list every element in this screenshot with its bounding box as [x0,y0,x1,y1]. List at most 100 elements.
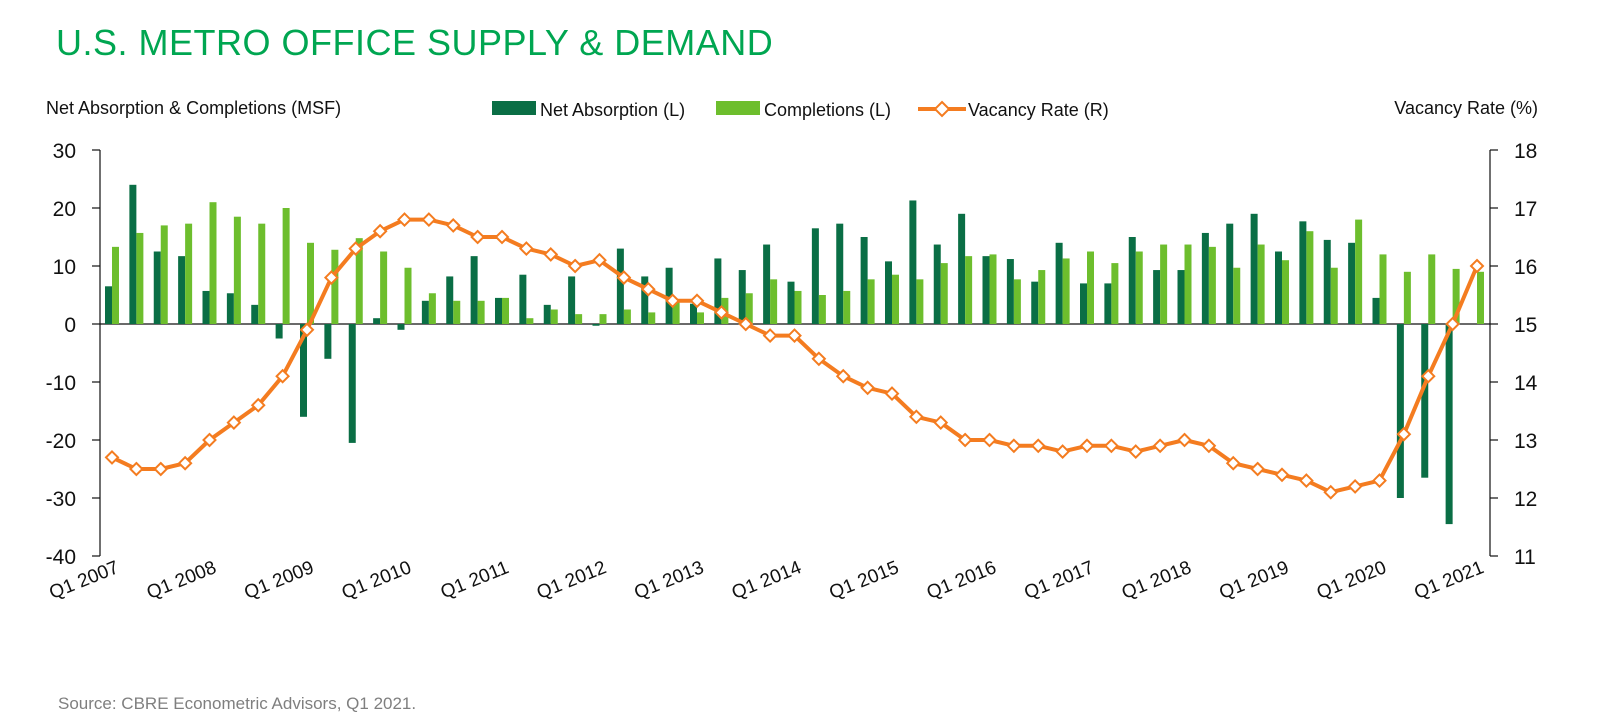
vacancy-rate-point [445,217,461,233]
completions-bar [307,242,314,324]
vacancy-rate-point [1201,438,1217,454]
vacancy-rate-point [1079,438,1095,454]
net-absorption-bar [641,276,649,324]
left-axis-tick-label: 20 [53,198,76,221]
completions-bar [1379,254,1387,324]
net-absorption-bar [1055,242,1063,324]
net-absorption-bar [860,237,868,324]
vacancy-rate-point [1274,467,1290,483]
vacancy-rate-point [762,328,778,344]
x-tick-label: Q1 2011 [438,557,512,603]
x-tick-label: Q1 2012 [534,557,609,604]
net-absorption-bar [616,248,624,324]
vacancy-rate-point [153,461,169,477]
net-absorption-bar [811,228,819,324]
right-axis-tick-label: 18 [1514,140,1537,163]
net-absorption-bar [300,324,307,417]
x-tick-label: Q1 2010 [339,557,414,604]
completions-bar [453,300,461,324]
vacancy-rate-point [1225,455,1241,471]
net-absorption-bar [738,270,746,324]
completions-bar [1208,246,1216,324]
completions-bar [770,279,778,324]
completions-bar [502,297,509,324]
net-absorption-bar [1080,283,1087,324]
completions-bar [1330,267,1338,324]
net-absorption-bar [202,290,210,324]
vacancy-rate-point [177,455,193,471]
vacancy-rate-point [1128,444,1144,460]
completions-bar [1306,231,1314,324]
vacancy-rate-point [738,316,754,332]
completions-bar [1477,271,1484,324]
net-absorption-bar [1128,237,1136,324]
net-absorption-bar [933,244,941,324]
completions-bar [1452,268,1460,324]
net-absorption-bar [153,251,161,324]
completions-bar [550,309,558,324]
completions-bar [185,223,193,324]
completions-bar [989,254,997,324]
net-absorption-bar [909,200,917,324]
vacancy-rate-line [111,217,1479,495]
net-absorption-bar [1323,239,1331,324]
vacancy-rate-point [226,415,242,431]
completions-bar [745,293,753,324]
net-absorption-bar [787,281,795,324]
net-absorption-bar [1396,324,1404,498]
vacancy-rate-point [494,229,510,245]
net-absorption-bar [1445,324,1453,525]
net-absorption-bar [1153,270,1161,324]
completions-bar [623,309,631,324]
vacancy-rate-point [567,258,583,274]
net-absorption-bar [568,276,576,324]
completions-bar [818,295,826,324]
net-absorption-bar [519,274,527,324]
vacancy-rate-point [1347,478,1363,494]
net-absorption-bar [1421,324,1429,478]
vacancy-rate-point [202,432,217,448]
chart-title: U.S. METRO OFFICE SUPPLY & DEMAND [56,22,774,63]
completions-bar [1355,219,1363,324]
x-tick-label: Q1 2021 [1411,557,1486,604]
completions-bar [258,223,266,324]
vacancy-rate-point [640,281,656,297]
net-absorption-bar [348,324,356,443]
x-tick-label: Q1 2019 [1216,557,1291,604]
net-absorption-bar [836,223,844,324]
net-absorption-bar [421,300,429,324]
net-absorption-bar [275,324,283,339]
vacancy-rate-point [104,449,120,465]
completions-bar [1257,244,1265,324]
completions-bar [404,267,412,324]
completions-bar [136,232,144,324]
x-tick-label: Q1 2013 [631,557,706,604]
completions-bar [526,318,534,324]
net-absorption-bar [1250,213,1258,324]
vacancy-rate-point [713,304,729,320]
x-tick-label: Q1 2009 [241,557,316,604]
vacancy-rate-point [957,432,973,448]
left-axis-tick-label: 30 [53,140,76,163]
completions-bar [1087,251,1094,324]
completions-bar [648,312,656,324]
net-absorption-bar [1299,221,1307,324]
vacancy-rate-point [250,397,266,413]
vacancy-rate-point [543,246,559,262]
net-absorption-bar [1201,232,1209,324]
completions-bar [843,290,851,324]
left-axis-title: Net Absorption & Completions (MSF) [46,98,341,118]
net-absorption-bar [324,324,332,359]
left-axis-tick-label: -30 [46,488,76,511]
net-absorption-bar [1275,251,1282,324]
left-axis-tick-label: -10 [46,372,76,395]
completions-bar [112,246,119,324]
vacancy-rate-point [348,241,364,257]
net-absorption-bar [178,256,186,324]
right-axis-tick-label: 17 [1514,198,1537,221]
net-absorption-bar [1104,283,1112,324]
vacancy-rate-point [665,293,681,309]
source-note: Source: CBRE Econometric Advisors, Q1 20… [58,694,417,713]
completions-bar [355,238,363,324]
